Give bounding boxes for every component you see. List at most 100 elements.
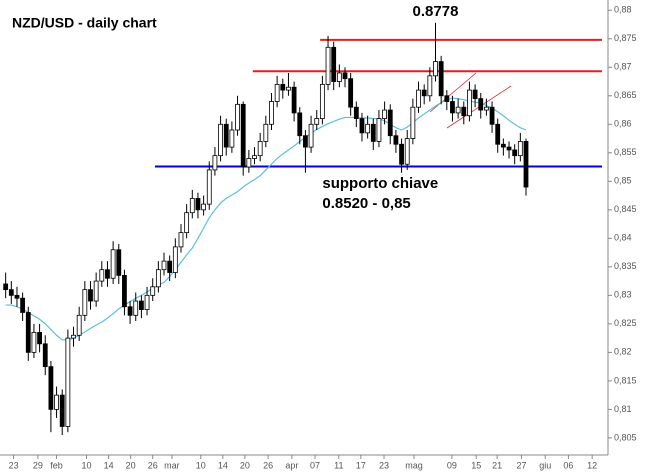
x-tick-label: 26 — [263, 460, 273, 470]
candle-body — [342, 72, 348, 80]
candle-body — [427, 75, 433, 97]
candle-body — [483, 106, 489, 111]
candle-body — [178, 232, 184, 248]
candle-body — [88, 289, 93, 302]
annotation: 0.8520 - 0,85 — [322, 195, 410, 212]
x-tick-label: 29 — [33, 460, 43, 470]
moving-average — [5, 97, 527, 341]
x-tick-label: 14 — [104, 460, 114, 470]
chart-title: NZD/USD - daily chart — [12, 15, 157, 31]
candle-body — [138, 300, 144, 311]
candle-body — [421, 89, 427, 97]
x-tick-label: 06 — [563, 460, 573, 470]
candle-body — [161, 260, 167, 271]
candle-body — [263, 123, 269, 142]
candle-body — [54, 394, 59, 410]
annotation: supporto chiave — [322, 175, 438, 192]
x-tick-label: feb — [50, 460, 63, 470]
candle-body — [308, 123, 314, 148]
candle-body — [42, 343, 48, 368]
candle-body — [252, 155, 257, 159]
y-tick-label: 0,815 — [614, 375, 637, 385]
candle-body — [8, 289, 14, 296]
candle-body — [20, 297, 26, 313]
candle-body — [235, 103, 240, 131]
y-tick-label: 0,855 — [614, 147, 637, 157]
channel-line — [429, 72, 477, 113]
candle-body — [303, 135, 308, 148]
x-tick-label: 12 — [587, 460, 597, 470]
x-tick-label: 27 — [516, 460, 526, 470]
candle-body — [212, 155, 218, 171]
candle-body — [500, 143, 506, 148]
candle-body — [150, 286, 156, 296]
candle-body — [195, 198, 201, 211]
candle-body — [489, 106, 495, 125]
x-tick-label: 21 — [492, 460, 502, 470]
y-tick-label: 0,805 — [614, 432, 637, 442]
x-tick-label: 17 — [356, 460, 366, 470]
candle-body — [450, 101, 455, 114]
x-tick-label: 11 — [334, 460, 343, 470]
y-tick-label: 0,85 — [614, 176, 632, 186]
candle-body — [82, 289, 88, 316]
y-tick-label: 0,865 — [614, 90, 637, 100]
candle-body — [444, 95, 450, 102]
y-tick-label: 0,88 — [614, 5, 632, 15]
x-tick-label: giu — [539, 460, 551, 470]
x-tick-label: 15 — [471, 460, 481, 470]
candle-body — [348, 78, 354, 108]
candle-body — [25, 312, 31, 353]
candle-body — [105, 269, 110, 279]
candle-body — [280, 83, 286, 91]
y-tick-label: 0,845 — [614, 204, 637, 214]
candle-body — [376, 118, 382, 142]
candle-body — [223, 123, 229, 148]
candle-body — [478, 98, 484, 111]
candle-body — [286, 86, 291, 91]
candle-body — [167, 260, 173, 273]
candle-body — [517, 141, 523, 157]
y-tick-label: 0,87 — [614, 62, 632, 72]
candle-body — [387, 109, 393, 137]
y-tick-label: 0,835 — [614, 261, 637, 271]
candle-body — [189, 198, 195, 214]
candle-body — [370, 123, 376, 142]
candle-body — [382, 109, 387, 119]
candle-body — [122, 274, 127, 308]
candle-body — [325, 46, 331, 85]
candle-body — [472, 89, 478, 100]
candle-body — [512, 149, 518, 157]
x-tick-label: 20 — [126, 460, 136, 470]
candle-body — [3, 283, 9, 291]
candle-body — [393, 135, 399, 145]
candle-body — [116, 249, 122, 276]
x-tick-label: 20 — [240, 460, 250, 470]
x-tick-label: apr — [285, 460, 298, 470]
candle-body — [461, 106, 467, 117]
y-tick-label: 0,82 — [614, 347, 632, 357]
x-tick-label: 07 — [310, 460, 320, 470]
candle-body — [359, 118, 365, 134]
candle-body — [291, 86, 297, 114]
candle-body — [37, 332, 42, 345]
candle-body — [229, 129, 235, 148]
candle-body — [455, 106, 461, 114]
x-tick-label: 09 — [447, 460, 457, 470]
x-tick-label: 23 — [379, 460, 389, 470]
candle-body — [201, 203, 207, 211]
candle-body — [31, 332, 37, 353]
candle-body — [240, 103, 246, 168]
x-tick-label: 26 — [148, 460, 158, 470]
candle-body — [144, 294, 150, 311]
annotation: 0.8778 — [413, 3, 459, 20]
x-tick-label: mar — [164, 460, 180, 470]
x-tick-label: 23 — [9, 460, 19, 470]
candle-body — [353, 106, 359, 119]
candle-body — [155, 269, 161, 288]
y-tick-label: 0,825 — [614, 318, 637, 328]
candle-body — [331, 46, 337, 82]
candle-body — [523, 141, 529, 188]
y-tick-label: 0,81 — [614, 404, 632, 414]
